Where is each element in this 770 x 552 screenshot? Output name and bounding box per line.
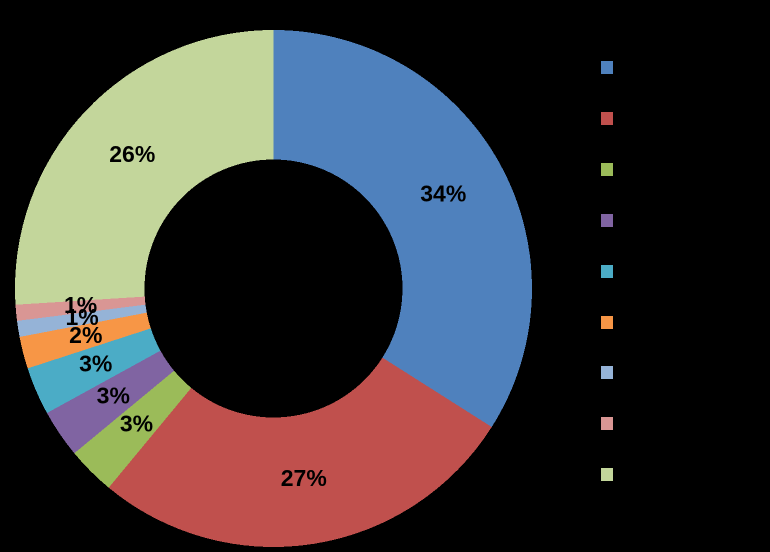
svg-text:26%: 26% bbox=[109, 141, 155, 167]
svg-text:1%: 1% bbox=[64, 292, 97, 318]
svg-text:3%: 3% bbox=[120, 411, 153, 437]
svg-text:3%: 3% bbox=[97, 382, 130, 408]
svg-text:3%: 3% bbox=[79, 350, 112, 376]
svg-text:27%: 27% bbox=[281, 465, 327, 491]
svg-text:34%: 34% bbox=[420, 180, 466, 206]
